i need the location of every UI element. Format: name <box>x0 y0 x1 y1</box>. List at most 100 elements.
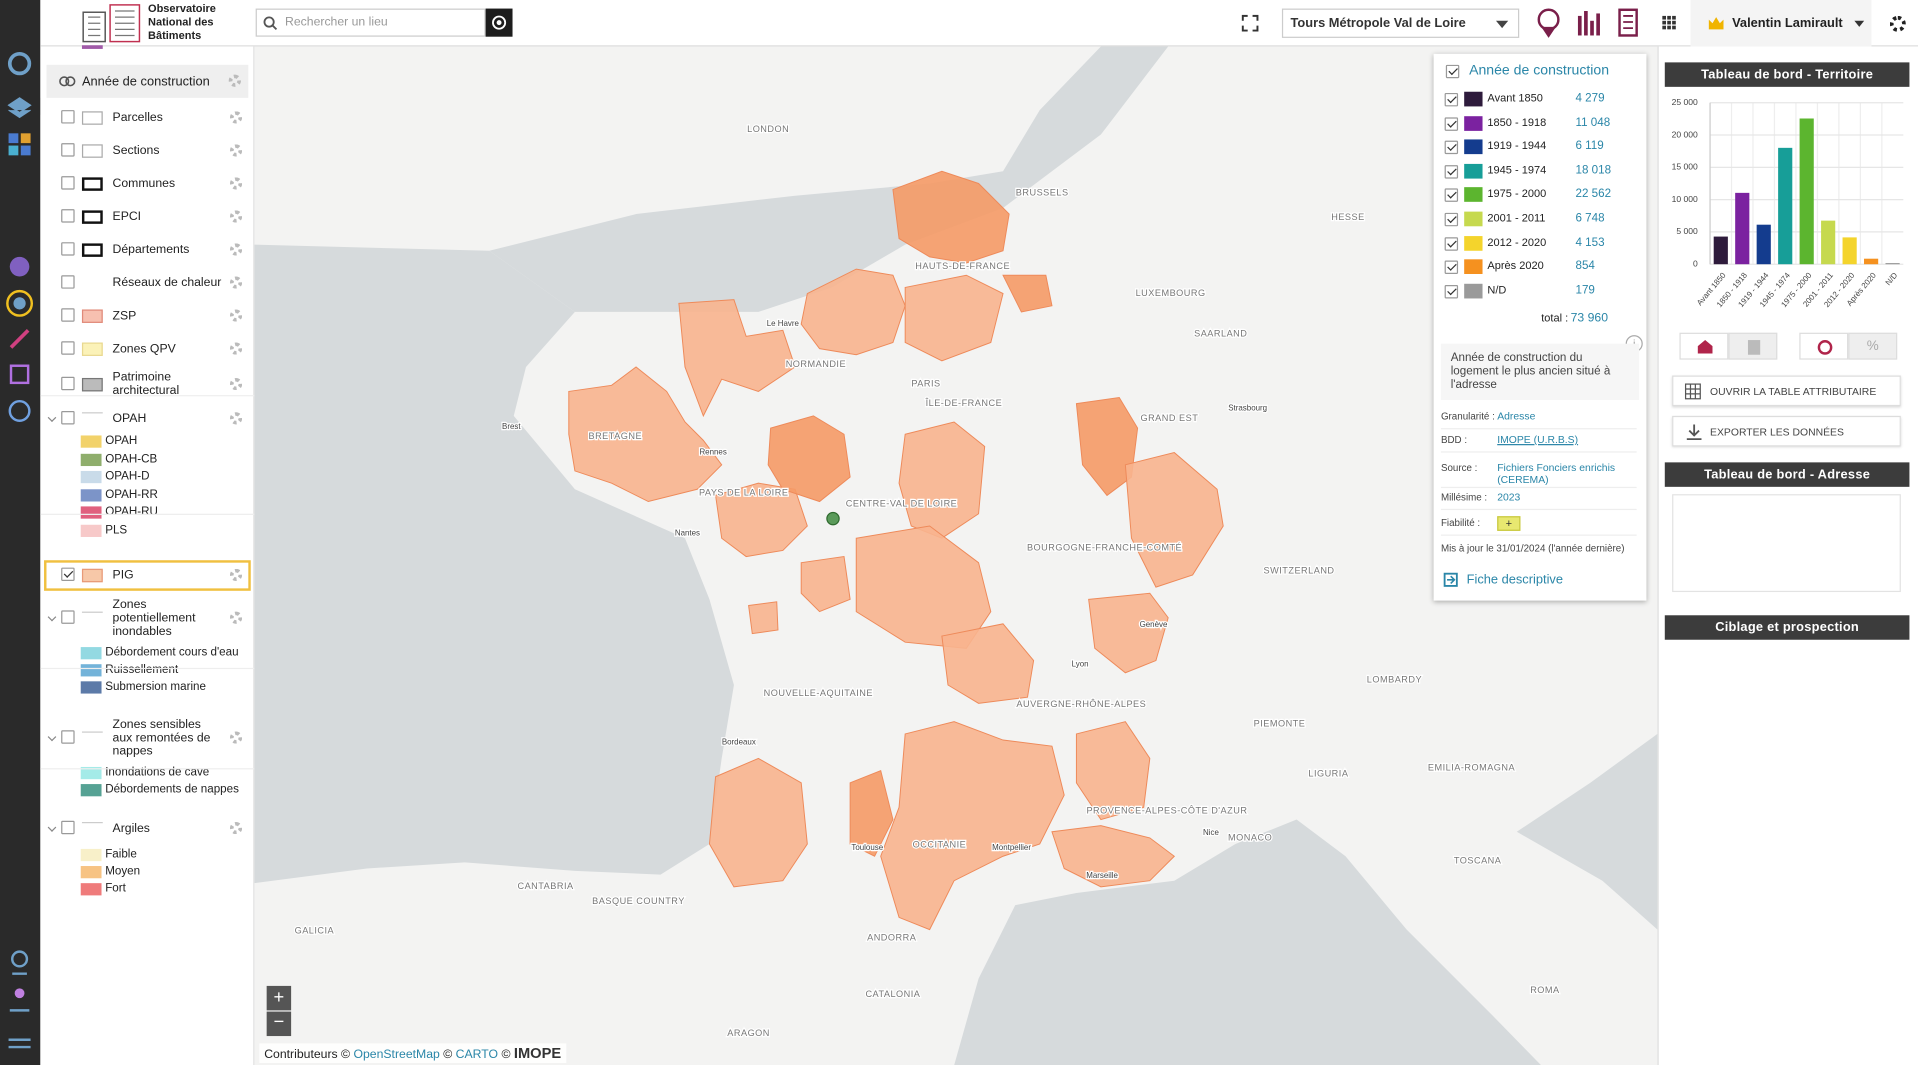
logo-line: Observatoire <box>148 2 216 15</box>
layer-label: Zones QPV <box>112 341 176 356</box>
top-bar <box>40 0 1918 47</box>
fullscreen-icon[interactable] <box>1241 14 1259 32</box>
y-tick-label: 5 000 <box>1676 226 1698 236</box>
download-icon <box>1686 424 1702 441</box>
fiche-link[interactable]: Fiche descriptive <box>1466 572 1563 588</box>
checkbox[interactable] <box>1444 284 1459 299</box>
checkbox[interactable] <box>1445 64 1460 79</box>
search-box[interactable]: Rechercher un lieu <box>255 8 486 37</box>
gear-icon[interactable] <box>229 177 243 190</box>
map-label: BRUSSELS <box>1016 188 1069 198</box>
layer-label: Parcelles <box>112 110 163 125</box>
checkbox[interactable] <box>1444 212 1459 227</box>
checkbox[interactable] <box>61 567 75 582</box>
legend-swatch <box>80 435 102 448</box>
panel-title: Tableau de bord - Adresse <box>1664 462 1910 487</box>
legend-count: 6 119 <box>1575 139 1604 154</box>
checkbox[interactable] <box>61 308 75 322</box>
legend-count: 11 048 <box>1575 115 1611 130</box>
checkbox[interactable] <box>1444 92 1459 107</box>
map-label: TOSCANA <box>1454 856 1502 866</box>
map-label: SWITZERLAND <box>1264 566 1335 576</box>
legend-label: Débordement cours d'eau <box>105 645 239 660</box>
info-value: + <box>1497 516 1521 531</box>
checkbox[interactable] <box>61 410 75 425</box>
checkbox[interactable] <box>61 209 75 223</box>
toggle-button[interactable] <box>1679 332 1729 360</box>
export-button[interactable]: EXPORTER LES DONNÉES <box>1672 415 1901 447</box>
layer-symbol <box>81 731 103 733</box>
layer-symbol <box>81 342 103 356</box>
open-table-button[interactable]: OUVRIR LA TABLE ATTRIBUTAIRE <box>1672 375 1901 407</box>
pig-zone <box>800 556 851 613</box>
toggle-button[interactable] <box>1799 332 1849 360</box>
gear-icon[interactable] <box>229 568 243 582</box>
gear-icon[interactable] <box>229 731 243 744</box>
legend-label: Après 2020 <box>1487 259 1544 272</box>
y-tick-label: 20 000 <box>1672 129 1698 139</box>
checkbox[interactable] <box>61 376 75 391</box>
sidebar-icons <box>6 51 34 1049</box>
gear-icon[interactable] <box>229 276 243 289</box>
checkbox[interactable] <box>61 110 75 124</box>
checkbox[interactable] <box>61 610 75 624</box>
locate-button[interactable] <box>485 8 513 37</box>
gear-icon[interactable] <box>229 309 243 322</box>
search-icon <box>263 16 278 31</box>
checkbox[interactable] <box>1444 164 1459 179</box>
attribution-link[interactable]: OpenStreetMap <box>353 1048 440 1062</box>
gear-icon[interactable] <box>229 243 243 256</box>
gear-icon[interactable] <box>229 412 243 425</box>
map[interactable]: LONDON NORMANDIE BRETAGNE PAYS DE LA LOIRE C… <box>254 46 1658 1065</box>
y-tick-label: 25 000 <box>1672 97 1698 107</box>
gear-icon[interactable] <box>229 377 243 391</box>
percent-button[interactable]: % <box>1848 332 1898 360</box>
attribution-link[interactable]: CARTO <box>455 1048 499 1062</box>
zoom-out[interactable]: − <box>266 1011 292 1037</box>
checkbox[interactable] <box>1444 116 1459 131</box>
map-label: ROMA <box>1530 985 1560 995</box>
map-label: Marseille <box>1086 871 1118 880</box>
legend-swatch <box>80 866 102 879</box>
legend-swatch <box>1464 187 1483 203</box>
checkbox[interactable] <box>1444 140 1459 155</box>
layer-symbol <box>81 45 103 49</box>
checkbox[interactable] <box>1444 236 1459 251</box>
expand-caret <box>47 612 57 622</box>
header-icons[interactable] <box>1535 6 1682 40</box>
gear-icon[interactable] <box>229 821 243 835</box>
checkbox[interactable] <box>1444 188 1459 203</box>
checkbox[interactable] <box>61 820 75 835</box>
legend-label: Ruissellement <box>105 662 179 677</box>
layer-symbol <box>81 412 103 414</box>
checkbox[interactable] <box>61 242 75 256</box>
gear-icon[interactable] <box>228 74 241 87</box>
layer-label: OPAH <box>112 411 147 426</box>
checkbox[interactable] <box>61 341 75 355</box>
checkbox[interactable] <box>61 176 75 190</box>
checkbox[interactable] <box>61 730 75 744</box>
zoom-in[interactable]: + <box>266 985 292 1011</box>
legend-label: Fort <box>105 881 126 896</box>
gear-icon[interactable] <box>229 144 243 157</box>
map-label: Nice <box>1203 828 1219 837</box>
map-label: Strasbourg <box>1228 404 1267 413</box>
checkbox[interactable] <box>61 143 75 157</box>
toggle-button[interactable] <box>1728 332 1778 360</box>
gear-icon[interactable] <box>229 210 243 223</box>
pig-zone <box>800 268 906 356</box>
gear-icon[interactable] <box>229 342 243 355</box>
bar <box>1864 258 1879 265</box>
checkbox[interactable] <box>61 275 75 289</box>
settings-icon[interactable] <box>1889 15 1906 32</box>
button-label: EXPORTER LES DONNÉES <box>1710 425 1844 438</box>
user-menu[interactable]: Valentin Lamirault <box>1690 0 1872 47</box>
user-name: Valentin Lamirault <box>1732 15 1843 31</box>
legend-swatch <box>80 848 102 862</box>
gear-icon[interactable] <box>229 611 243 624</box>
territory-select[interactable]: Tours Métropole Val de Loire <box>1281 8 1520 38</box>
checkbox[interactable] <box>1444 260 1459 275</box>
map-label: BOURGOGNE-FRANCHE-COMTÉ <box>1027 542 1182 552</box>
gear-icon[interactable] <box>229 111 243 124</box>
pig-zone <box>1124 452 1224 588</box>
